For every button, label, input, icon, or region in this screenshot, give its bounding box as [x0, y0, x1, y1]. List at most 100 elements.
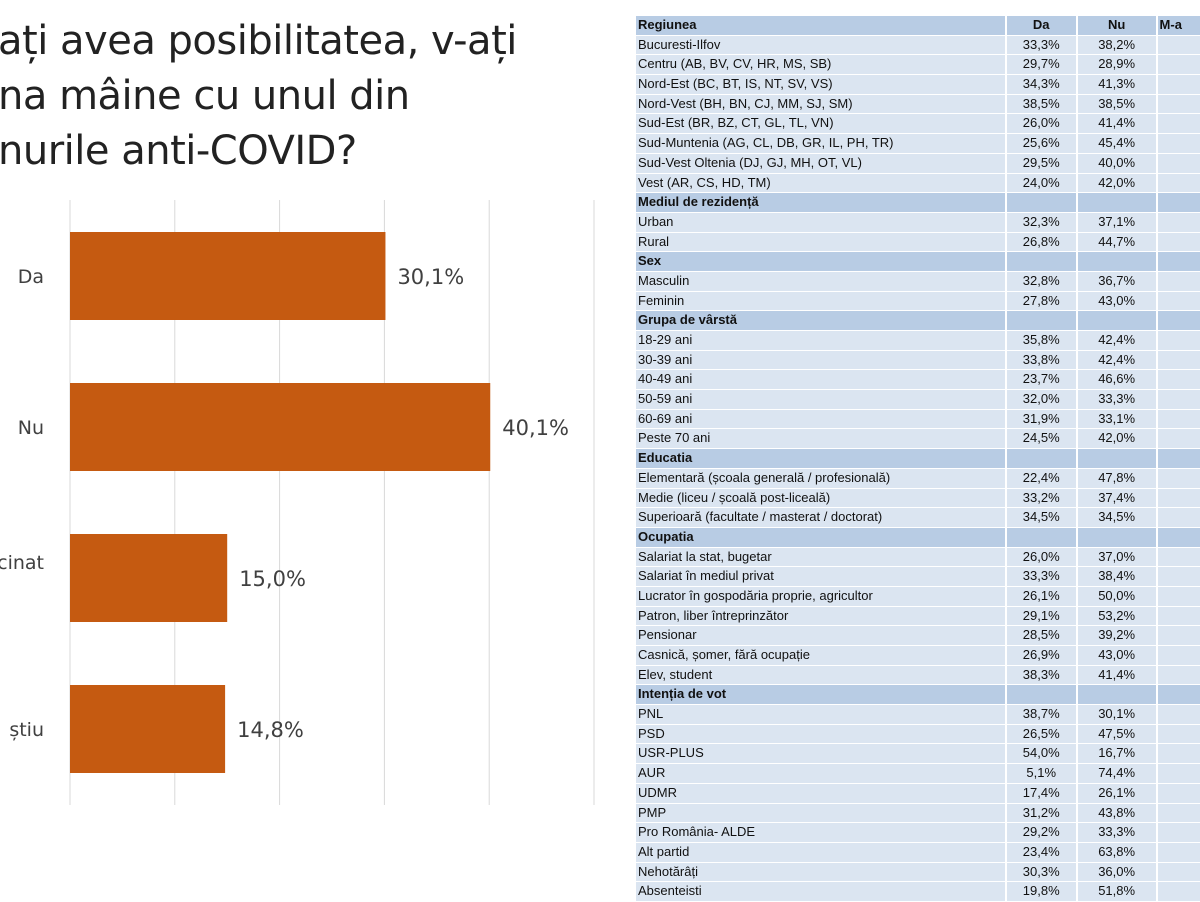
row-label: Rural: [636, 232, 1007, 252]
da-value: 29,7%: [1006, 55, 1078, 75]
nu-value: 46,6%: [1077, 370, 1158, 390]
da-value: 33,2%: [1006, 488, 1078, 508]
row-label: Pensionar: [636, 626, 1007, 645]
category-label: Da: [18, 266, 44, 288]
table-row: USR-PLUS 54,0% 16,7%: [636, 744, 1200, 765]
da-value: 26,9%: [1006, 646, 1078, 665]
table-row: 40-49 ani 23,7% 46,6%: [636, 370, 1200, 391]
da-value: 32,3%: [1006, 212, 1078, 232]
table-row: Nord-Est (BC, BT, IS, NT, SV, VS) 34,3% 41…: [636, 75, 1200, 95]
nu-value: 36,7%: [1077, 271, 1158, 291]
da-value: 38,3%: [1006, 665, 1078, 685]
table-row: Elementară (școala generală / profesiona…: [636, 468, 1200, 489]
m-a-value: [1157, 291, 1200, 311]
row-label: Elev, student: [636, 665, 1007, 685]
m-a-value: [1157, 232, 1200, 252]
table-row: Salariat în mediul privat 33,3% 38,4%: [636, 567, 1200, 587]
da-value: 30,3%: [1006, 862, 1078, 882]
da-value: 26,1%: [1006, 586, 1078, 606]
nu-value: 50,0%: [1077, 586, 1158, 606]
m-a-value: [1157, 626, 1200, 645]
row-label: Sex: [636, 252, 1007, 271]
nu-value: [1077, 685, 1158, 705]
table-row: Peste 70 ani 24,5% 42,0%: [636, 429, 1200, 450]
table-row: Sud-Muntenia (AG, CL, DB, GR, IL, PH, TR…: [636, 134, 1200, 154]
table-row: Alt partid 23,4% 63,8%: [636, 842, 1200, 863]
nu-value: 47,8%: [1077, 468, 1158, 488]
row-label: Casnică, șomer, fără ocupație: [636, 646, 1007, 665]
m-a-value: [1157, 449, 1200, 468]
section-header-row: Sex: [636, 252, 1200, 272]
section-header-row: Intenția de vot: [636, 685, 1200, 706]
title-line: na mâine cu unul din: [0, 73, 410, 119]
nu-value: 74,4%: [1077, 764, 1158, 783]
title-line: nurile anti-COVID?: [0, 128, 357, 174]
nu-value: 42,4%: [1077, 331, 1158, 350]
nu-value: [1077, 449, 1158, 468]
da-value: 31,2%: [1006, 803, 1078, 823]
table-row: Nehotărâți 30,3% 36,0%: [636, 862, 1200, 883]
row-label: Grupa de vârstă: [636, 311, 1007, 330]
da-value: 28,5%: [1006, 626, 1078, 645]
row-label: Nord-Vest (BH, BN, CJ, MM, SJ, SM): [636, 94, 1007, 114]
da-value: 33,8%: [1006, 350, 1078, 370]
table-row: Centru (AB, BV, CV, HR, MS, SB) 29,7% 28,9…: [636, 55, 1200, 76]
section-header-row: Grupa de vârstă: [636, 311, 1200, 331]
results-table: Regiunea Da Nu M-a Bucuresti-Ilfov 33,3% 3…: [636, 16, 1200, 902]
nu-value: 39,2%: [1077, 626, 1158, 645]
da-value: 32,0%: [1006, 390, 1078, 409]
da-value: 54,0%: [1006, 744, 1078, 764]
da-value: 33,3%: [1006, 35, 1078, 55]
nu-value: 30,1%: [1077, 705, 1158, 724]
row-label: Centru (AB, BV, CV, HR, MS, SB): [636, 55, 1007, 75]
table-row: Patron, liber întreprinzător 29,1% 53,2%: [636, 606, 1200, 627]
m-a-value: [1157, 527, 1200, 547]
m-a-value: [1157, 586, 1200, 606]
table-row: Vest (AR, CS, HD, TM) 24,0% 42,0%: [636, 173, 1200, 194]
nu-value: 63,8%: [1077, 842, 1158, 862]
table-row: 30-39 ani 33,8% 42,4%: [636, 350, 1200, 371]
nu-value: [1077, 311, 1158, 330]
nu-value: 37,0%: [1077, 547, 1158, 567]
row-label: PSD: [636, 724, 1007, 744]
da-value: 24,5%: [1006, 429, 1078, 449]
table-row: Pro România- ALDE 29,2% 33,3%: [636, 823, 1200, 843]
da-value: 33,3%: [1006, 567, 1078, 586]
m-a-value: [1157, 35, 1200, 55]
table-row: Nord-Vest (BH, BN, CJ, MM, SJ, SM) 38,5% 3…: [636, 94, 1200, 115]
nu-value: 42,0%: [1077, 173, 1158, 193]
da-value: 26,5%: [1006, 724, 1078, 744]
da-value: 38,5%: [1006, 94, 1078, 114]
row-label: Intenția de vot: [636, 685, 1007, 705]
nu-value: 43,0%: [1077, 646, 1158, 665]
bar-3: [70, 685, 226, 773]
m-a-value: [1157, 842, 1200, 862]
m-a-value: [1157, 547, 1200, 567]
m-a-value: [1157, 390, 1200, 409]
da-value: 26,8%: [1006, 232, 1078, 252]
m-a-value: [1157, 705, 1200, 724]
nu-value: 28,9%: [1077, 55, 1158, 75]
row-label: Medie (liceu / școală post-liceală): [636, 488, 1007, 508]
table-row: Urban 32,3% 37,1%: [636, 212, 1200, 233]
m-a-value: [1157, 724, 1200, 744]
row-label: 50-59 ani: [636, 390, 1007, 409]
da-value: 34,5%: [1006, 508, 1078, 527]
da-value: [1006, 252, 1078, 271]
nu-value: 41,3%: [1077, 75, 1158, 94]
nu-value: 45,4%: [1077, 134, 1158, 153]
nu-value: 38,2%: [1077, 35, 1158, 55]
row-label: Sud-Est (BR, BZ, CT, GL, TL, VN): [636, 114, 1007, 134]
row-label: PMP: [636, 803, 1007, 823]
m-a-value: [1157, 409, 1200, 429]
da-value: 26,0%: [1006, 547, 1078, 567]
row-label: Vest (AR, CS, HD, TM): [636, 173, 1007, 193]
da-value: 25,6%: [1006, 134, 1078, 153]
table-row: 60-69 ani 31,9% 33,1%: [636, 409, 1200, 430]
da-value: 29,2%: [1006, 823, 1078, 842]
row-label: Alt partid: [636, 842, 1007, 862]
table-row: Sud-Est (BR, BZ, CT, GL, TL, VN) 26,0% 41,…: [636, 114, 1200, 135]
table-row: PNL 38,7% 30,1%: [636, 705, 1200, 725]
m-a-value: [1157, 665, 1200, 685]
da-value: 24,0%: [1006, 173, 1078, 193]
